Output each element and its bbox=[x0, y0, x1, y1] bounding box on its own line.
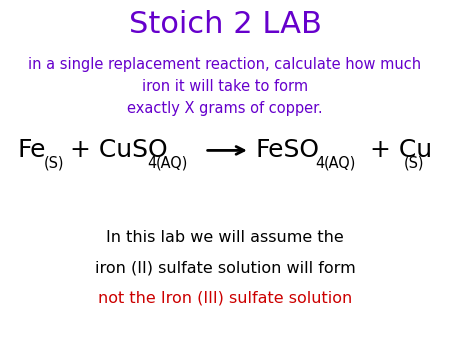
Text: 4: 4 bbox=[147, 156, 157, 171]
Text: not the Iron (III) sulfate solution: not the Iron (III) sulfate solution bbox=[98, 291, 352, 306]
Text: Stoich 2 LAB: Stoich 2 LAB bbox=[129, 10, 321, 39]
Text: iron it will take to form: iron it will take to form bbox=[142, 79, 308, 94]
Text: 4: 4 bbox=[315, 156, 324, 171]
Text: exactly X grams of copper.: exactly X grams of copper. bbox=[127, 101, 323, 116]
Text: (AQ): (AQ) bbox=[324, 156, 356, 171]
Text: + Cu: + Cu bbox=[362, 138, 432, 163]
Text: in a single replacement reaction, calculate how much: in a single replacement reaction, calcul… bbox=[28, 57, 422, 72]
Text: FeSO: FeSO bbox=[256, 138, 320, 163]
Text: iron (II) sulfate solution will form: iron (II) sulfate solution will form bbox=[94, 260, 356, 275]
Text: (S): (S) bbox=[404, 156, 425, 171]
Text: + CuSO: + CuSO bbox=[62, 138, 168, 163]
Text: (S): (S) bbox=[44, 156, 65, 171]
Text: Fe: Fe bbox=[18, 138, 46, 163]
Text: In this lab we will assume the: In this lab we will assume the bbox=[106, 230, 344, 245]
Text: (AQ): (AQ) bbox=[156, 156, 189, 171]
